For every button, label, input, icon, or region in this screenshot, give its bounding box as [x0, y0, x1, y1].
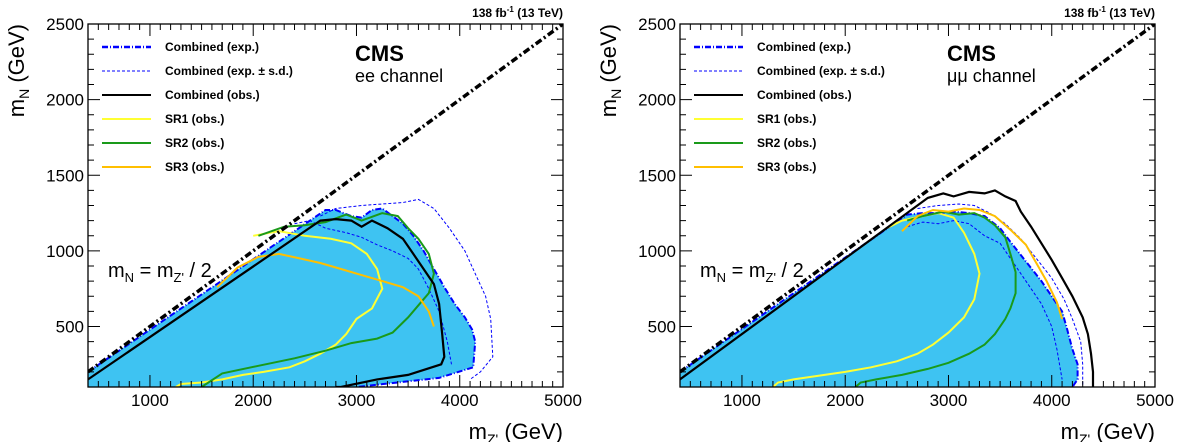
y-tick-label: 2500 — [638, 15, 676, 34]
x-tick-label: 1000 — [131, 391, 169, 410]
cms-label: CMS — [947, 41, 996, 66]
diagonal-label: mN = mZ' / 2 — [108, 260, 212, 285]
x-tick-label: 1000 — [723, 391, 761, 410]
series-sr2 — [201, 212, 435, 387]
x-axis-title: mZ' (GeV) — [469, 419, 563, 442]
legend-entry: SR2 (obs.) — [165, 136, 224, 150]
diagonal-label: mN = mZ' / 2 — [700, 260, 804, 285]
x-tick-label: 5000 — [544, 391, 582, 410]
series-sr3 — [216, 252, 435, 327]
cms-label: CMS — [355, 41, 404, 66]
x-tick-label: 3000 — [338, 391, 376, 410]
legend-entry: Combined (obs.) — [165, 88, 260, 102]
x-tick-label: 4000 — [1033, 391, 1071, 410]
legend-entry: Combined (exp.) — [165, 40, 259, 54]
y-axis-title: mN (GeV) — [4, 24, 32, 117]
x-tick-label: 2000 — [234, 391, 272, 410]
x-tick-label: 3000 — [930, 391, 968, 410]
series-sr3 — [901, 207, 1064, 320]
x-tick-label: 5000 — [1136, 391, 1174, 410]
legend-entry: SR1 (obs.) — [757, 112, 816, 126]
legend: Combined (exp.) Combined (exp. ± s.d.) Com… — [102, 40, 293, 174]
plot-area — [88, 24, 563, 387]
y-tick-label: 1500 — [638, 166, 676, 185]
plot-area — [680, 24, 1155, 387]
series-obs — [680, 189, 1095, 387]
panel-ee: 1000 2000 3000 4000 5000 500 1000 1500 2000 2500 m… — [4, 5, 582, 442]
y-tick-label: 500 — [56, 318, 84, 337]
y-tick-label: 1000 — [46, 242, 84, 261]
panel-mumu: 1000 2000 3000 4000 5000 500 1000 1500 2000 2500 m… — [596, 5, 1174, 442]
y-tick-label: 2000 — [638, 91, 676, 110]
x-tick-label: 2000 — [826, 391, 864, 410]
channel-label: μμ channel — [947, 66, 1036, 86]
legend-entry: Combined (exp. ± s.d.) — [757, 64, 885, 78]
x-tick-label: 4000 — [441, 391, 479, 410]
diagonal-line — [680, 24, 1155, 374]
legend-entry: SR3 (obs.) — [165, 160, 224, 174]
legend-entry: Combined (exp.) — [757, 40, 851, 54]
x-axis-title: mZ' (GeV) — [1061, 419, 1155, 442]
y-tick-label: 1000 — [638, 242, 676, 261]
legend-entry: Combined (obs.) — [757, 88, 852, 102]
legend: Combined (exp.) Combined (exp. ± s.d.) Com… — [694, 40, 885, 174]
y-axis-title: mN (GeV) — [596, 24, 624, 117]
legend-entry: SR3 (obs.) — [757, 160, 816, 174]
expected-excluded-region — [680, 211, 1078, 387]
diagonal-line — [88, 24, 563, 374]
series-exp-plus — [320, 198, 494, 380]
y-tick-label: 2000 — [46, 91, 84, 110]
y-tick-label: 1500 — [46, 166, 84, 185]
channel-label: ee channel — [355, 66, 443, 86]
legend-entry: SR1 (obs.) — [165, 112, 224, 126]
y-tick-label: 2500 — [46, 15, 84, 34]
legend-entry: Combined (exp. ± s.d.) — [165, 64, 293, 78]
series-exp — [680, 210, 1079, 387]
series-obs — [88, 217, 446, 387]
luminosity-label: 138 fb-1 (13 TeV) — [472, 5, 563, 20]
expected-excluded-region — [88, 208, 476, 387]
y-tick-label: 500 — [648, 318, 676, 337]
series-sr2 — [854, 210, 1017, 387]
luminosity-label: 138 fb-1 (13 TeV) — [1064, 5, 1155, 20]
series-sr1 — [772, 212, 981, 387]
legend-entry: SR2 (obs.) — [757, 136, 816, 150]
series-sr1 — [175, 230, 384, 387]
